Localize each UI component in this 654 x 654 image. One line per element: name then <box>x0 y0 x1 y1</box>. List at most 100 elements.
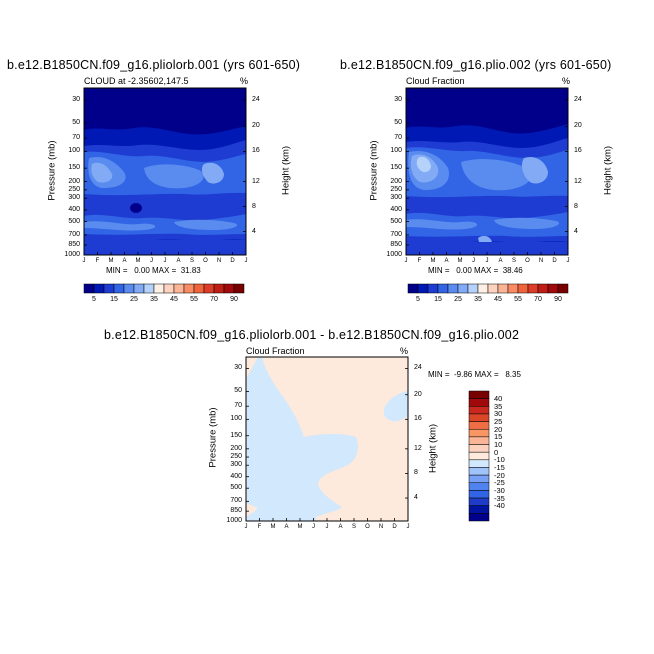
colorbar-swatch <box>468 459 490 468</box>
panel3-height-tick-label: 20 <box>414 390 422 398</box>
panel3-pressure-tick-label: 30 <box>234 364 242 372</box>
panel3-height-tick-label: 24 <box>414 364 422 372</box>
panel3-pressure-tick-label: 500 <box>230 484 242 492</box>
panel1-pressure-tick-label: 500 <box>68 217 80 225</box>
colorbar-swatch <box>467 283 479 294</box>
panel2-minmax: MIN = 0.00 MAX = 38.46 <box>428 266 523 275</box>
colorbar-swatch <box>437 283 449 294</box>
panel2-colorbar <box>407 283 569 294</box>
panel1-contour-6 <box>91 162 113 183</box>
panel1-month-tick-label: S <box>189 258 194 264</box>
colorbar-swatch <box>507 283 519 294</box>
panel3-minmax: MIN = -9.86 MAX = 8.35 <box>428 370 521 379</box>
panel2-units: % <box>562 76 571 86</box>
panel3-height-tick-label: 16 <box>414 415 422 423</box>
colorbar-label: 40 <box>494 394 503 404</box>
panel3-pressure-tick-label: 300 <box>230 461 242 469</box>
panel3-month-tick-label: N <box>378 524 384 530</box>
panel1-subtitle: CLOUD at -2.35602,147.5 <box>84 76 189 86</box>
panel1-ylabel-right: Height (km) <box>280 145 292 196</box>
panel3-month-tick-label: A <box>338 524 343 530</box>
colorbar-swatch <box>468 474 490 484</box>
panel3-pressure-tick-label: 700 <box>230 497 242 505</box>
colorbar-swatch <box>468 444 490 453</box>
panel2-month-tick-label: J <box>472 258 475 264</box>
panel3-month-tick-label: J <box>325 524 329 530</box>
colorbar-swatch <box>143 283 155 294</box>
colorbar-swatch <box>537 283 549 294</box>
colorbar-label: 45 <box>170 296 178 303</box>
panel2-height-tick-label: 16 <box>574 147 582 155</box>
colorbar-swatch <box>468 421 490 430</box>
panel3-month-tick-label: J <box>312 524 315 530</box>
colorbar-label: 70 <box>210 296 218 303</box>
panel3-height-tick-label: 8 <box>414 469 418 477</box>
colorbar-swatch <box>447 283 459 294</box>
panel1-pressure-tick-label: 70 <box>72 134 80 142</box>
panel2-month-tick-label: S <box>511 258 516 264</box>
panel2-pressure-tick-label: 850 <box>390 240 402 248</box>
colorbar-swatch <box>468 467 490 476</box>
panel2-contour-10 <box>406 219 478 230</box>
panel2-month-tick-label: D <box>552 258 557 264</box>
colorbar-swatch <box>457 283 469 294</box>
colorbar-swatch <box>468 398 490 407</box>
panel1-minmax: MIN = 0.00 MAX = 31.83 <box>106 266 201 275</box>
colorbar-swatch <box>163 283 175 294</box>
panel2-ylabel-left: Pressure (mb) <box>368 140 380 201</box>
panel2-month-tick-label: J <box>485 258 489 264</box>
colorbar-label: -25 <box>494 478 505 488</box>
panel1-plot <box>83 87 247 256</box>
panel3-height-tick-label: 12 <box>414 444 422 452</box>
panel1-height-tick-label: 16 <box>252 147 260 155</box>
panel1-height-tick-label: 12 <box>252 177 260 185</box>
colorbar-swatch <box>183 283 195 294</box>
colorbar-label: 25 <box>454 296 462 303</box>
colorbar-swatch <box>517 283 529 294</box>
colorbar-label: 70 <box>534 296 542 303</box>
colorbar-swatch <box>468 436 490 445</box>
panel2-plot <box>405 87 569 256</box>
panel2-pressure-tick-label: 400 <box>390 205 402 213</box>
colorbar-swatch <box>417 283 429 294</box>
panel2-height-tick-label: 8 <box>574 202 578 210</box>
panel1-height-tick-label: 24 <box>252 95 260 103</box>
panel3-tickmarks <box>245 368 409 522</box>
colorbar-swatch <box>123 283 135 294</box>
colorbar-swatch <box>468 482 490 491</box>
panel3-pressure-tick-label: 70 <box>234 402 242 410</box>
colorbar-swatch <box>213 283 225 294</box>
panel2-contour-5 <box>461 159 532 191</box>
panel1-colorbar <box>83 283 245 294</box>
panel2-month-tick-label: J <box>404 258 408 264</box>
colorbar-swatch <box>103 283 115 294</box>
panel1-pressure-tick-label: 400 <box>68 205 80 213</box>
panel3-month-tick-label: F <box>257 524 262 530</box>
panel3-plot <box>245 356 409 522</box>
colorbar-label: -20 <box>494 470 505 480</box>
panel2-month-tick-label: J <box>566 258 570 264</box>
panel2-contour-13 <box>406 242 568 255</box>
colorbar-label: 55 <box>514 296 522 303</box>
colorbar-swatch <box>133 283 145 294</box>
panel2-contour-11 <box>494 217 560 229</box>
panel2-contour-7 <box>416 156 431 173</box>
panel1-contour-10 <box>84 221 156 231</box>
panel3-colorbar <box>468 390 490 522</box>
colorbar-label: 15 <box>110 296 118 303</box>
panel2-month-tick-label: M <box>430 258 436 264</box>
colorbar-label: 30 <box>494 409 503 419</box>
panel2-pressure-tick-label: 250 <box>390 185 402 193</box>
colorbar-swatch <box>487 283 499 294</box>
panel3-month-tick-label: O <box>365 524 370 530</box>
panel1-contour-5 <box>144 164 204 189</box>
panel1-month-tick-label: A <box>122 258 127 264</box>
colorbar-swatch <box>497 283 509 294</box>
panel2-month-tick-label: N <box>538 258 544 264</box>
colorbar-label: 20 <box>494 424 503 434</box>
panel3-title: b.e12.B1850CN.f09_g16.pliolorb.001 - b.e… <box>104 328 520 342</box>
panel1-month-tick-label: D <box>230 258 235 264</box>
panel1-pressure-tick-label: 150 <box>68 164 80 172</box>
panel3-pressure-tick-label: 850 <box>230 507 242 515</box>
panel1-month-tick-label: J <box>163 258 167 264</box>
